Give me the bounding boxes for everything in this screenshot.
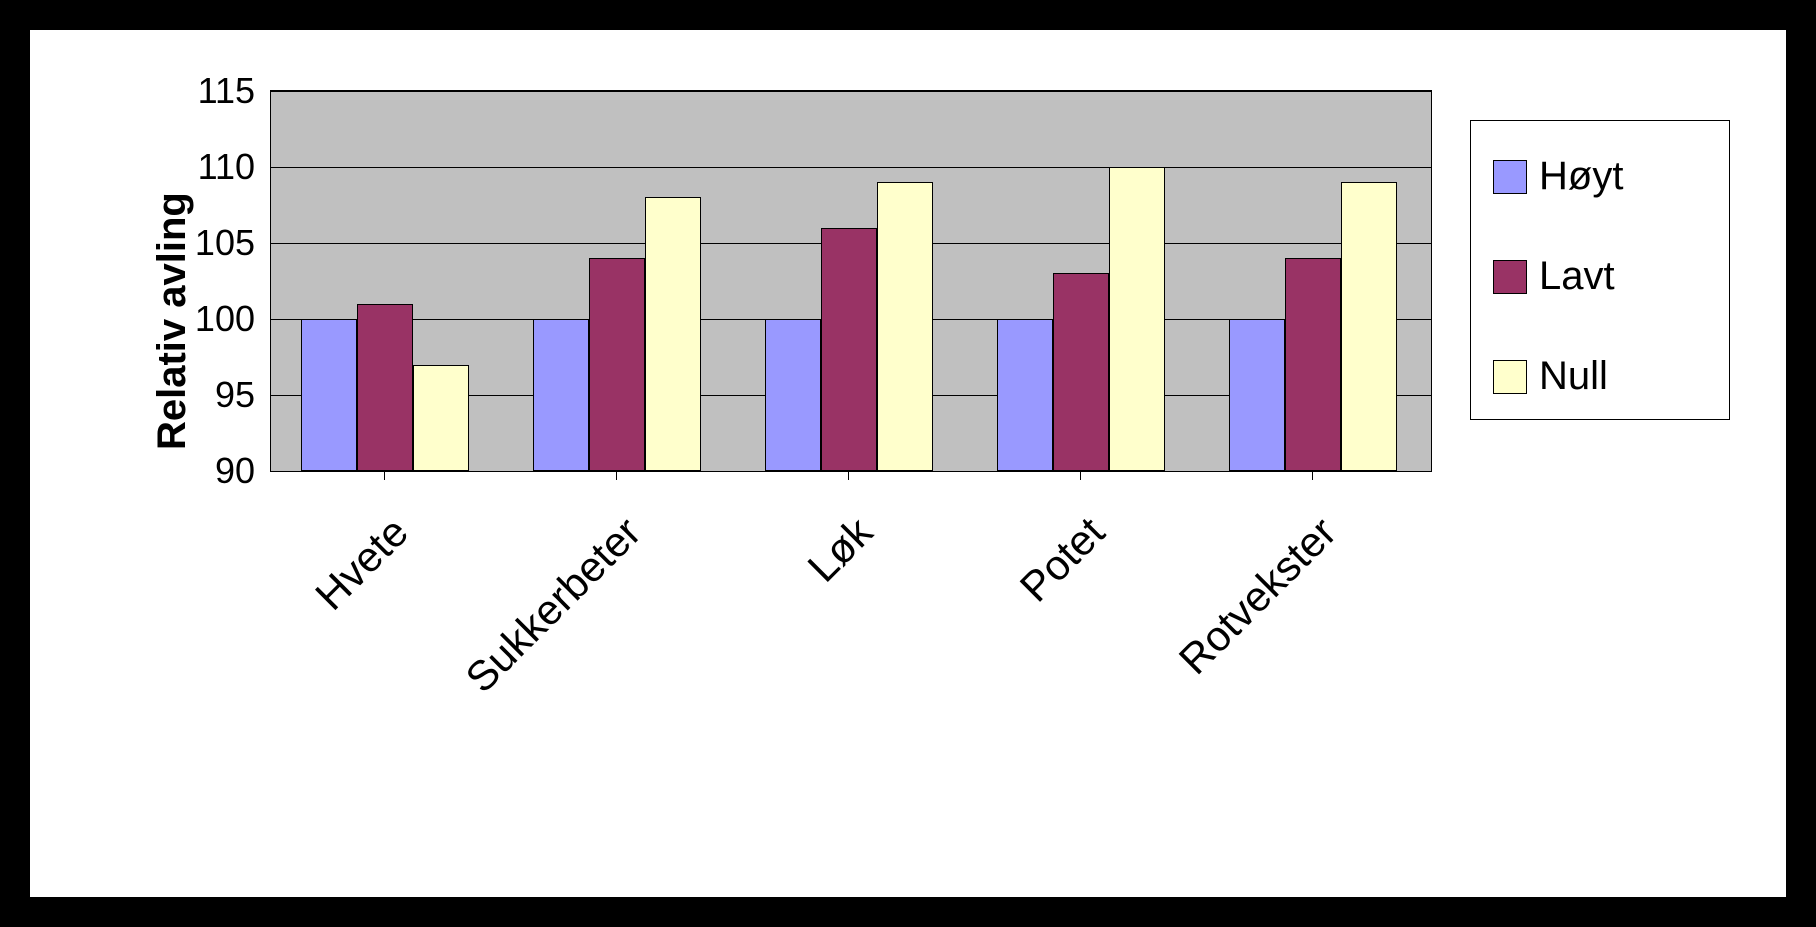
bar <box>645 197 701 471</box>
legend-label: Lavt <box>1539 254 1615 299</box>
legend-label: Høyt <box>1539 154 1623 199</box>
bar <box>301 319 357 471</box>
legend-swatch <box>1493 160 1527 194</box>
bar <box>533 319 589 471</box>
y-tick-label: 110 <box>175 146 255 188</box>
y-tick-label: 105 <box>175 222 255 264</box>
bar <box>589 258 645 471</box>
x-category-label: Potet <box>1011 508 1114 611</box>
bar <box>1341 182 1397 471</box>
x-category-label: Sukkerbeter <box>456 508 650 702</box>
x-tick <box>616 470 617 480</box>
x-tick <box>848 470 849 480</box>
bar <box>765 319 821 471</box>
y-tick-label: 115 <box>175 70 255 112</box>
bar <box>1229 319 1285 471</box>
x-category-label: Rotvekster <box>1170 508 1346 684</box>
gridline <box>271 91 1431 92</box>
x-category-label: Løk <box>798 508 881 591</box>
x-tick <box>1080 470 1081 480</box>
legend-label: Null <box>1539 354 1608 399</box>
bar <box>1109 167 1165 471</box>
bar <box>1285 258 1341 471</box>
y-tick-label: 95 <box>175 374 255 416</box>
legend-item: Null <box>1493 354 1608 399</box>
gridline <box>271 167 1431 168</box>
y-tick-label: 90 <box>175 450 255 492</box>
bar <box>821 228 877 471</box>
bar <box>1053 273 1109 471</box>
chart-canvas: Relativ avling9095100105110115HveteSukke… <box>30 30 1786 897</box>
legend-swatch <box>1493 360 1527 394</box>
legend-swatch <box>1493 260 1527 294</box>
legend-item: Høyt <box>1493 154 1623 199</box>
bar <box>877 182 933 471</box>
x-tick <box>384 470 385 480</box>
y-tick-label: 100 <box>175 298 255 340</box>
bar <box>357 304 413 471</box>
chart-frame: Relativ avling9095100105110115HveteSukke… <box>0 0 1816 927</box>
x-tick <box>1312 470 1313 480</box>
legend: Høyt Lavt Null <box>1470 120 1730 420</box>
x-category-label: Hvete <box>306 508 418 620</box>
plot-area <box>270 90 1432 472</box>
legend-item: Lavt <box>1493 254 1615 299</box>
bar <box>997 319 1053 471</box>
bar <box>413 365 469 471</box>
